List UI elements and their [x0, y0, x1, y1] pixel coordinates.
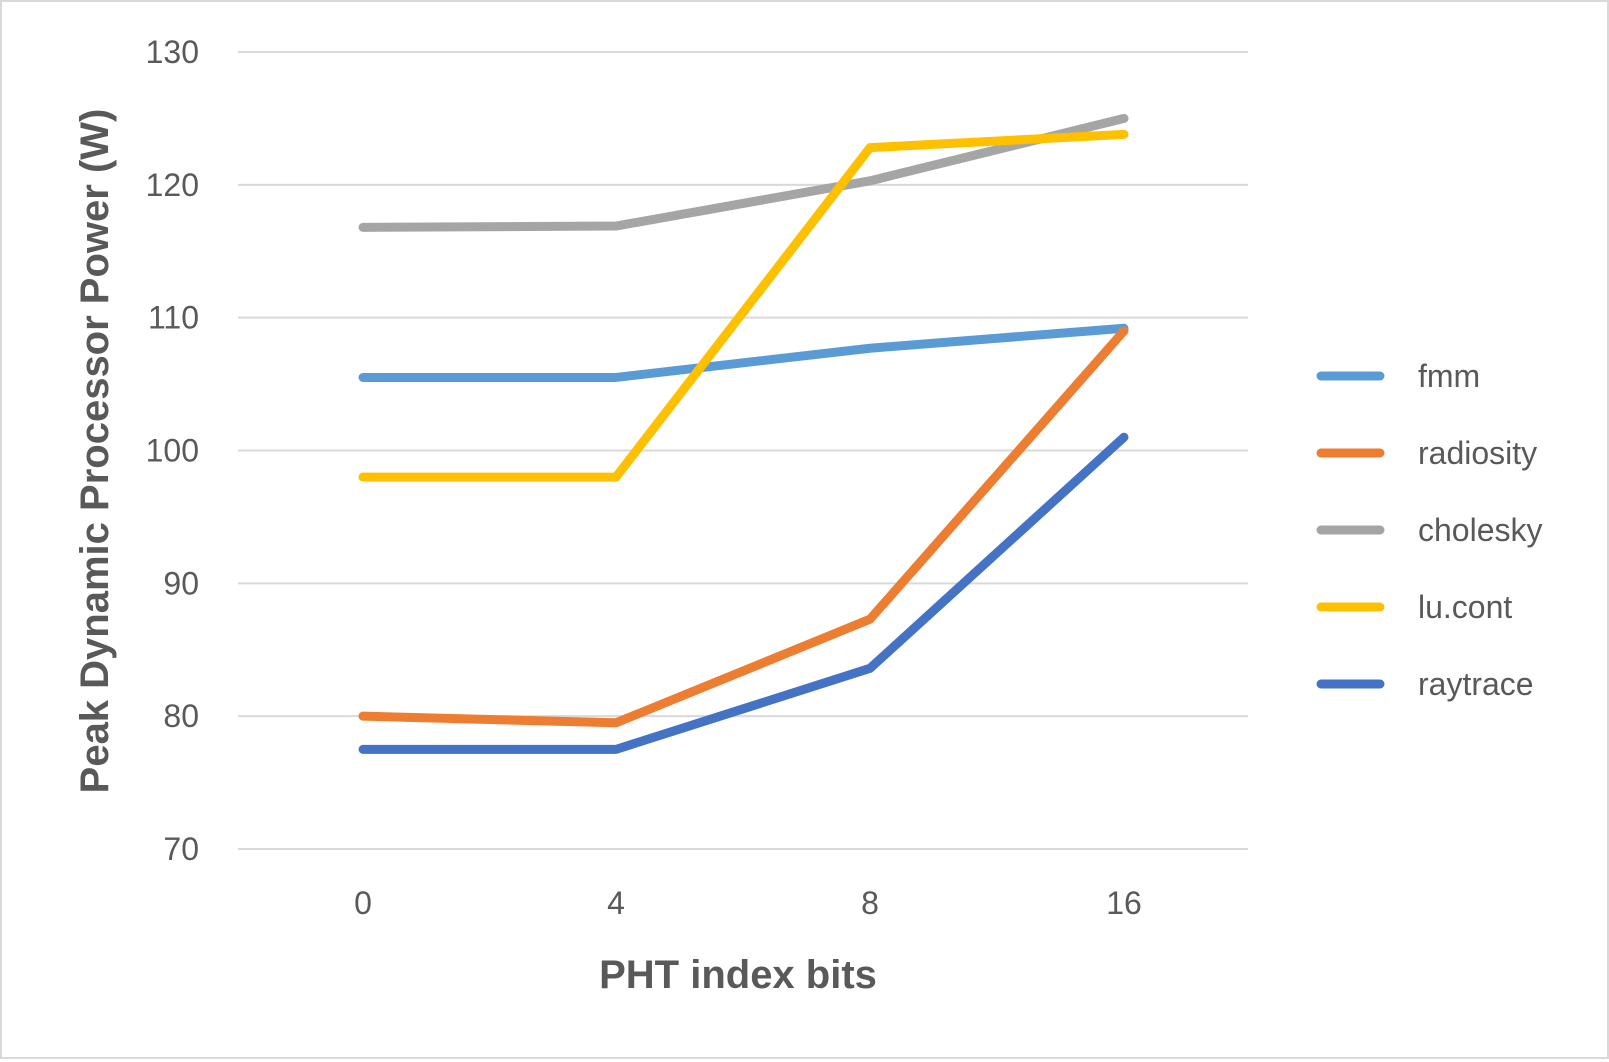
x-tick-label: 4: [607, 885, 625, 921]
legend-label: raytrace: [1418, 666, 1534, 702]
y-tick-label: 90: [163, 565, 199, 601]
y-axis-tick-labels: 70 80 90 100 110 120 130: [146, 34, 199, 867]
series-line-raytrace: [358, 432, 1129, 754]
legend-item-fmm: fmm: [1316, 358, 1480, 394]
x-axis-tick-labels: 0 4 8 16: [354, 885, 1142, 921]
legend-label: fmm: [1418, 358, 1480, 394]
x-tick-label: 16: [1106, 885, 1142, 921]
series-line-cholesky: [358, 113, 1129, 232]
series-line-lu-cont: [358, 129, 1129, 482]
legend-item-lu-cont: lu.cont: [1316, 589, 1512, 625]
y-tick-label: 120: [146, 167, 199, 203]
y-tick-label: 110: [148, 300, 199, 336]
legend-item-cholesky: cholesky: [1316, 512, 1543, 548]
legend-label: radiosity: [1418, 435, 1537, 471]
y-axis-title: Peak Dynamic Processor Power (W): [73, 109, 117, 794]
legend-label: cholesky: [1418, 512, 1543, 548]
x-tick-label: 8: [861, 885, 879, 921]
legend: fmm radiosity cholesky lu.cont raytrace: [1316, 358, 1543, 702]
y-tick-label: 80: [163, 698, 199, 734]
legend-item-radiosity: radiosity: [1316, 435, 1537, 471]
legend-item-raytrace: raytrace: [1316, 666, 1534, 702]
y-tick-label: 100: [146, 433, 199, 469]
series-lines: [358, 113, 1129, 754]
x-axis-title: PHT index bits: [599, 953, 877, 997]
x-tick-label: 0: [354, 885, 372, 921]
y-tick-label: 70: [163, 831, 199, 867]
legend-label: lu.cont: [1418, 589, 1512, 625]
gridlines: [238, 51, 1248, 850]
series-line-radiosity: [358, 326, 1129, 728]
y-tick-label: 130: [146, 34, 199, 70]
series-line-fmm: [358, 323, 1129, 382]
